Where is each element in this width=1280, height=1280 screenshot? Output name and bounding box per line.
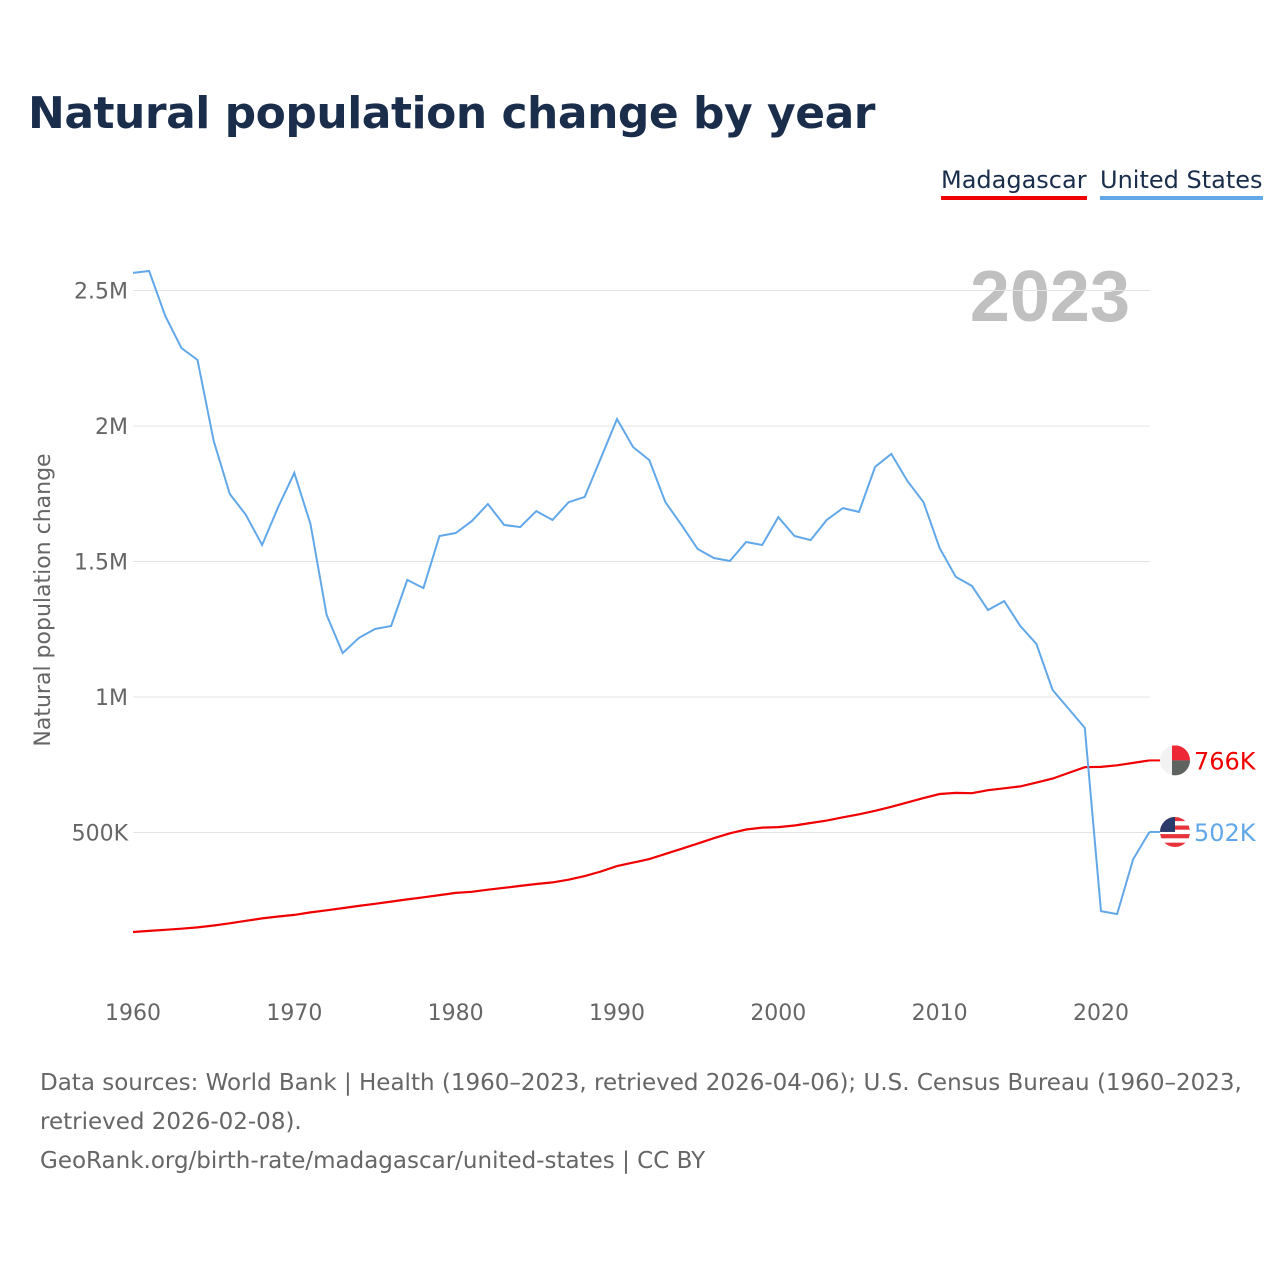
year-watermark: 2023 [970,257,1130,337]
end-value-label: 766K [1194,747,1257,775]
y-tick-label: 2M [95,415,128,440]
x-tick-label: 1970 [266,1001,322,1026]
legend-united-states[interactable]: United States [1100,166,1263,200]
footer-sources: Data sources: World Bank | Health (1960–… [40,1070,1242,1096]
x-tick-label: 2000 [750,1001,806,1026]
madagascar-flag-icon [1160,745,1190,776]
x-tick-label: 1990 [589,1001,645,1026]
x-tick-label: 2010 [912,1001,968,1026]
y-tick-label: 1.5M [74,551,128,576]
x-tick-label: 2020 [1073,1001,1129,1026]
y-tick-label: 1M [95,686,128,711]
line-chart: 2023 500K 1M 1.5M 2M 2.5M 1960 1970 1980 1990 200… [31,257,1257,1026]
end-value-label: 502K [1194,819,1257,847]
legend-madagascar[interactable]: Madagascar [941,166,1087,200]
y-tick-label: 2.5M [74,280,128,305]
series-line-united-states[interactable] [132,269,1151,916]
x-tick-label: 1960 [105,1001,161,1026]
chart-title: Natural population change by year [28,88,875,139]
y-tick-label: 500K [72,822,129,847]
us-flag-icon [1160,816,1190,847]
y-axis-label: Natural population change [31,453,56,746]
series-line-madagascar[interactable] [132,759,1150,934]
footer-sources-cont: retrieved 2026-02-08). [40,1109,302,1135]
footer-link[interactable]: GeoRank.org/birth-rate/madagascar/united… [40,1148,706,1174]
x-tick-label: 1980 [428,1001,484,1026]
